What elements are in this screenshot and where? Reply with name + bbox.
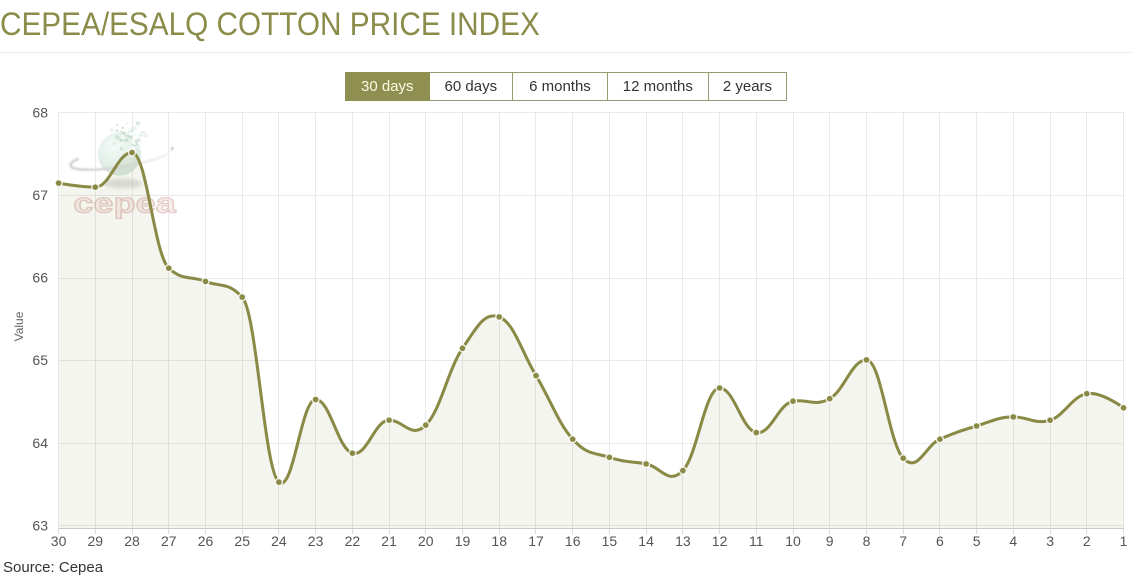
- svg-text:16: 16: [565, 533, 581, 549]
- svg-text:cepea: cepea: [74, 187, 176, 218]
- svg-text:66: 66: [32, 270, 48, 286]
- svg-text:20: 20: [418, 533, 434, 549]
- svg-text:10: 10: [785, 533, 801, 549]
- svg-text:9: 9: [826, 533, 834, 549]
- svg-text:1: 1: [1120, 533, 1128, 549]
- svg-text:3: 3: [1046, 533, 1054, 549]
- svg-text:67: 67: [32, 187, 48, 203]
- svg-text:5: 5: [973, 533, 981, 549]
- svg-text:2: 2: [1083, 533, 1091, 549]
- svg-text:17: 17: [528, 533, 544, 549]
- svg-text:24: 24: [271, 533, 287, 549]
- svg-text:65: 65: [32, 352, 48, 368]
- svg-text:28: 28: [124, 533, 140, 549]
- svg-text:64: 64: [32, 435, 48, 451]
- svg-text:12: 12: [712, 533, 728, 549]
- svg-text:11: 11: [749, 533, 764, 549]
- svg-text:19: 19: [455, 533, 471, 549]
- svg-text:22: 22: [345, 533, 361, 549]
- svg-text:13: 13: [675, 533, 691, 549]
- svg-text:63: 63: [32, 517, 48, 533]
- svg-text:68: 68: [32, 104, 48, 120]
- svg-text:26: 26: [198, 533, 214, 549]
- svg-text:21: 21: [381, 533, 397, 549]
- svg-text:18: 18: [491, 533, 507, 549]
- svg-text:29: 29: [88, 533, 104, 549]
- svg-text:7: 7: [899, 533, 907, 549]
- svg-text:15: 15: [602, 533, 618, 549]
- svg-text:4: 4: [1009, 533, 1017, 549]
- svg-text:14: 14: [638, 533, 654, 549]
- svg-text:23: 23: [308, 533, 324, 549]
- svg-text:27: 27: [161, 533, 177, 549]
- svg-text:25: 25: [234, 533, 250, 549]
- svg-text:Value: Value: [12, 311, 26, 341]
- svg-text:6: 6: [936, 533, 944, 549]
- svg-text:8: 8: [863, 533, 871, 549]
- svg-text:30: 30: [51, 533, 67, 549]
